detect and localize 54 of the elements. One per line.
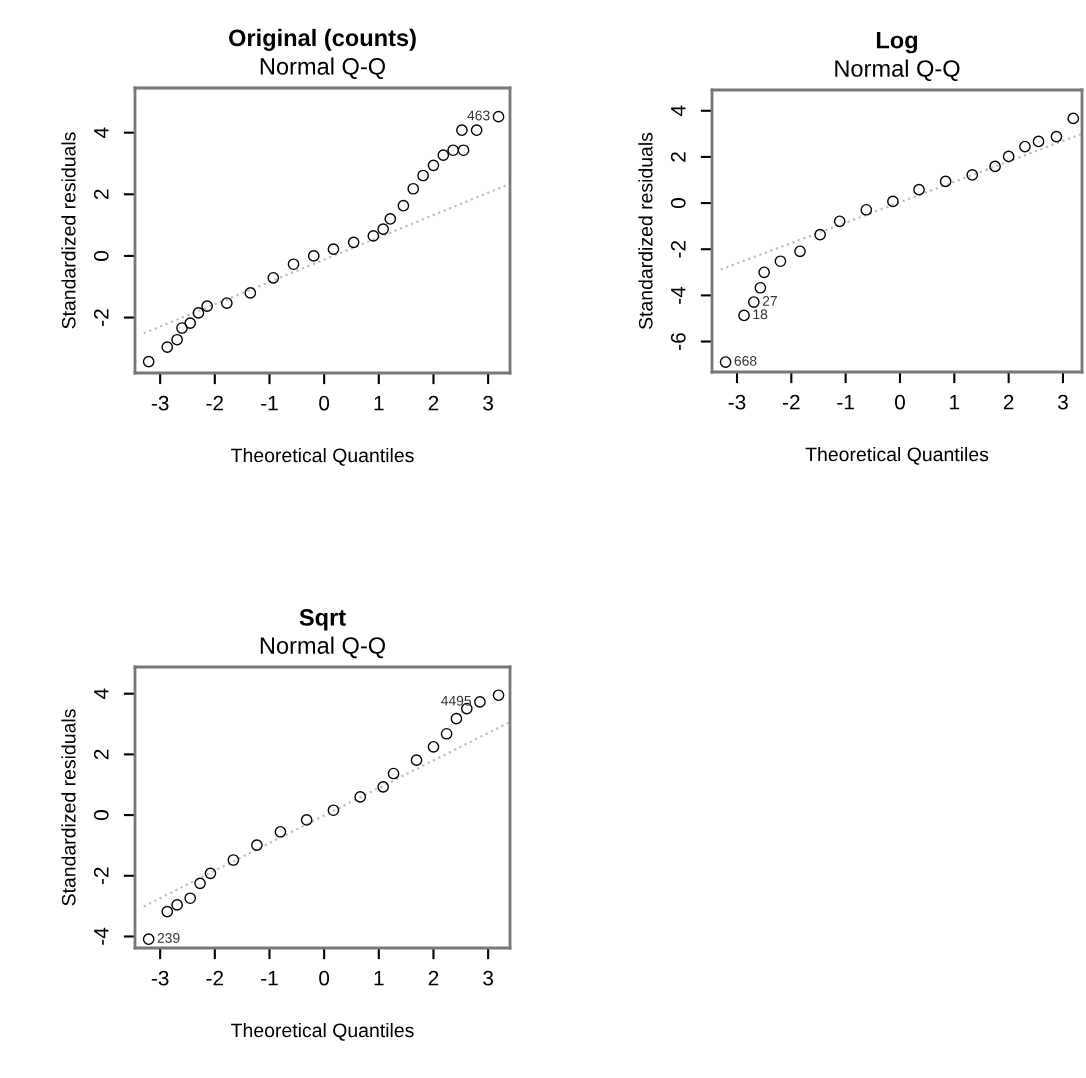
y-tick-label: 0 bbox=[670, 198, 686, 209]
y-tick-label: -4 bbox=[94, 927, 109, 945]
y-tick-label: -4 bbox=[671, 286, 686, 304]
x-tick-label: 0 bbox=[319, 970, 330, 986]
x-tick-label: 0 bbox=[895, 394, 905, 410]
x-axis-title: Theoretical Quantiles bbox=[231, 1022, 414, 1041]
x-tick-label: 0 bbox=[319, 395, 330, 411]
y-axis-title: Standardized residuals bbox=[638, 132, 653, 330]
y-axis-title: Standardized residuals bbox=[61, 709, 76, 906]
y-tick-label: 4 bbox=[94, 127, 109, 138]
x-tick-label: 2 bbox=[1003, 394, 1014, 410]
y-tick-label: -6 bbox=[670, 333, 686, 350]
x-tick-label: -1 bbox=[837, 394, 854, 410]
chart-title: Log bbox=[876, 32, 918, 54]
x-tick-label: 1 bbox=[950, 394, 960, 410]
x-axis-title: Theoretical Quantiles bbox=[231, 447, 414, 466]
x-axis-title: Theoretical Quantiles bbox=[805, 446, 989, 465]
chart-subtitle: Normal Q-Q bbox=[260, 57, 385, 80]
x-tick-label: 2 bbox=[428, 395, 439, 411]
x-tick-label: 1 bbox=[374, 970, 384, 986]
y-tick-label: 0 bbox=[93, 250, 109, 261]
y-tick-label: 2 bbox=[93, 189, 109, 200]
y-tick-label: 2 bbox=[93, 749, 109, 760]
y-tick-label: 4 bbox=[671, 105, 686, 117]
y-tick-label: -2 bbox=[93, 867, 109, 885]
chart-title: Sqrt bbox=[299, 609, 346, 631]
x-tick-label: -1 bbox=[261, 395, 278, 411]
annotation: 4495 bbox=[441, 695, 472, 706]
annotation: 27 bbox=[762, 295, 777, 306]
chart-subtitle: Normal Q-Q bbox=[260, 636, 385, 659]
x-tick-label: 2 bbox=[428, 970, 439, 986]
x-tick-label: -2 bbox=[782, 394, 800, 410]
chart-subtitle: Normal Q-Q bbox=[835, 59, 960, 82]
y-tick-label: 2 bbox=[670, 152, 686, 162]
y-axis-title: Standardized residuals bbox=[61, 132, 76, 329]
annotation: 239 bbox=[157, 933, 180, 943]
x-tick-label: -3 bbox=[151, 395, 169, 411]
y-tick-label: -2 bbox=[670, 241, 686, 258]
x-tick-label: 3 bbox=[483, 970, 494, 986]
y-tick-label: 4 bbox=[94, 688, 109, 700]
x-tick-label: 1 bbox=[374, 395, 384, 411]
chart-title: Original (counts) bbox=[229, 28, 416, 51]
x-tick-label: -2 bbox=[206, 970, 224, 986]
annotation: 668 bbox=[734, 355, 757, 366]
x-tick-label: -3 bbox=[728, 394, 746, 410]
x-tick-label: 3 bbox=[483, 395, 494, 411]
x-tick-label: -3 bbox=[151, 970, 169, 986]
annotation: 18 bbox=[753, 309, 768, 320]
annotation: 463 bbox=[467, 110, 490, 121]
y-tick-label: 0 bbox=[93, 810, 109, 821]
x-tick-label: -1 bbox=[261, 970, 278, 986]
x-tick-label: -2 bbox=[206, 395, 224, 411]
x-tick-label: 3 bbox=[1057, 394, 1068, 410]
y-tick-label: -2 bbox=[93, 309, 109, 326]
